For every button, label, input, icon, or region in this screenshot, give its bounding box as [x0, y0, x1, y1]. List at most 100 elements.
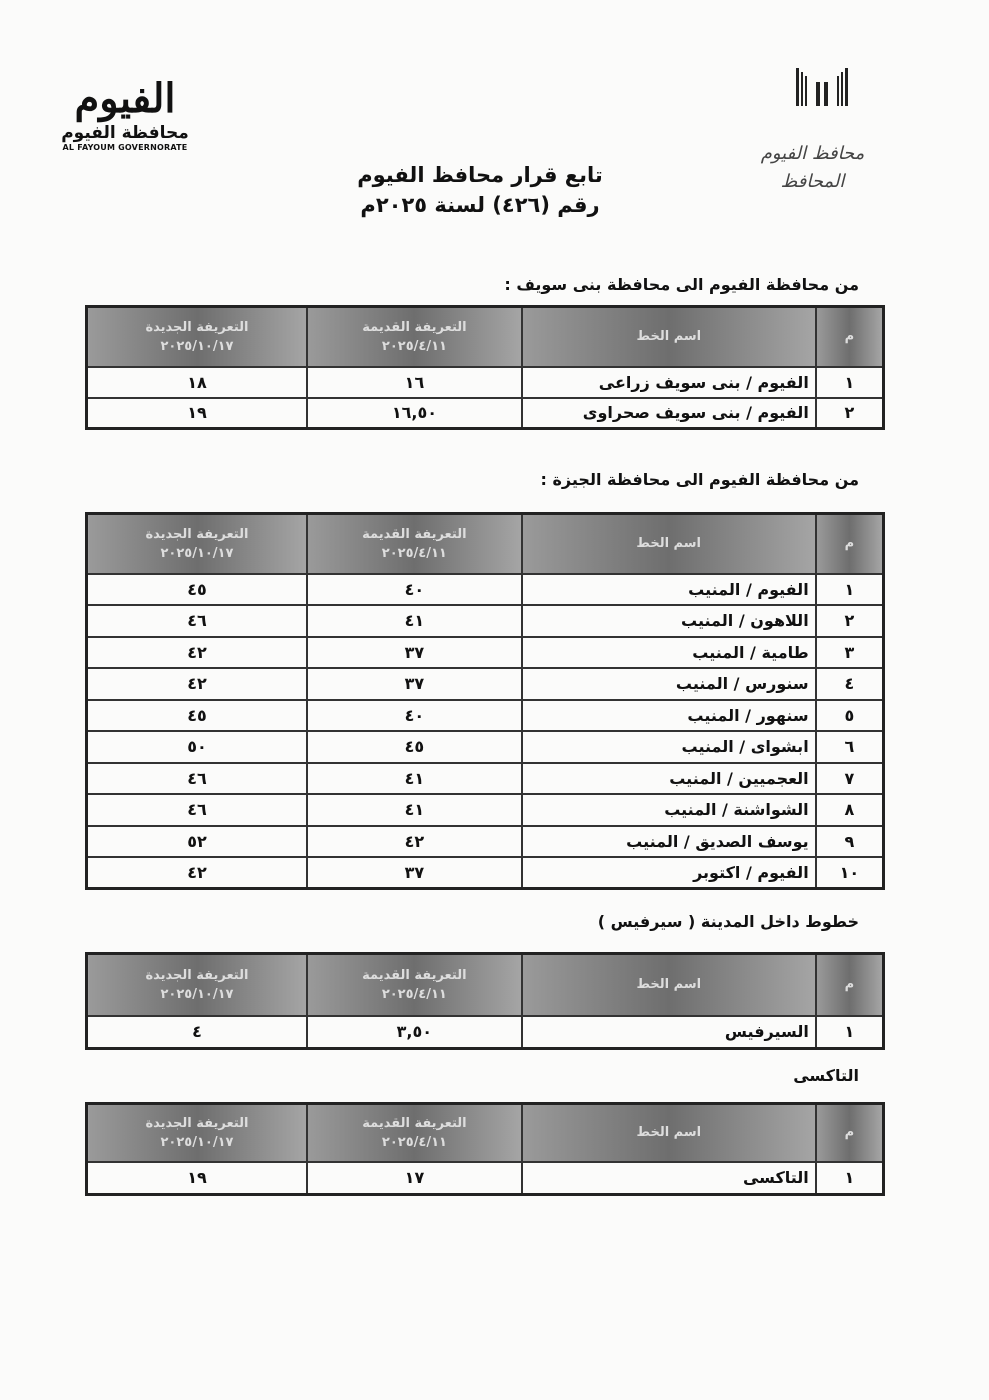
new-fare: ٤٢ — [85, 635, 308, 669]
route-name: العجميين / المنيب — [520, 761, 817, 795]
old-fare: ٤٠ — [305, 698, 523, 732]
route-name: ابشواى / المنيب — [520, 730, 817, 764]
old-fare-label: التعريفة القديمة — [362, 319, 467, 335]
header-new-fare: التعريفة الجديدة ٢٠٢٥/١٠/١٧ — [85, 305, 308, 368]
new-fare: ٤٢ — [85, 856, 308, 890]
row-number: ١ — [814, 1014, 885, 1050]
fare-table: م اسم الخط التعريفة القديمة ٢٠٢٥/٤/١١ الت… — [85, 305, 885, 430]
table-header-row: م اسم الخط التعريفة القديمة ٢٠٢٥/٤/١١ الت… — [85, 1102, 885, 1163]
table-row: ٢ اللاهون / المنيب ٤١ ٤٦ — [85, 604, 885, 638]
decision-title: تابع قرار محافظ الفيوم رقم (٤٢٦) لسنة ٢٠… — [300, 160, 660, 220]
route-name: طامية / المنيب — [520, 635, 817, 669]
logo-english: AL FAYOUM GOVERNORATE — [62, 143, 188, 152]
table-row: ١ الفيوم / المنيب ٤٠ ٤٥ — [85, 572, 885, 606]
header-no: م — [814, 952, 885, 1017]
old-fare: ٣٧ — [305, 635, 523, 669]
old-fare: ٣,٥٠ — [305, 1014, 523, 1050]
route-name: الفيوم / بنى سويف صحراوى — [520, 396, 817, 430]
old-fare-date: ٢٠٢٥/٤/١١ — [381, 1134, 447, 1150]
new-fare: ٤٦ — [85, 604, 308, 638]
row-number: ٦ — [814, 730, 885, 764]
new-fare: ٤٦ — [85, 761, 308, 795]
route-name: يوسف الصديق / المنيب — [520, 824, 817, 858]
new-fare-label: التعريفة الجديدة — [145, 967, 249, 983]
section-heading: من محافظة الفيوم الى محافظة بنى سويف : — [504, 275, 859, 294]
old-fare: ١٧ — [305, 1160, 523, 1196]
row-number: ٤ — [814, 667, 885, 701]
row-number: ٨ — [814, 793, 885, 827]
header-no: م — [814, 305, 885, 368]
old-fare: ٣٧ — [305, 667, 523, 701]
handwritten-line: المحافظ — [780, 171, 845, 192]
old-fare-label: التعريفة القديمة — [362, 526, 467, 542]
header-no: م — [814, 512, 885, 575]
row-number: ٩ — [814, 824, 885, 858]
old-fare: ٣٧ — [305, 856, 523, 890]
route-name: سنهور / المنيب — [520, 698, 817, 732]
table-row: ١ الفيوم / بنى سويف زراعى ١٦ ١٨ — [85, 365, 885, 399]
header-route: اسم الخط — [520, 305, 817, 368]
table-header-row: م اسم الخط التعريفة القديمة ٢٠٢٥/٤/١١ الت… — [85, 512, 885, 575]
section-heading: التاكسى — [793, 1066, 859, 1085]
route-name: الفيوم / المنيب — [520, 572, 817, 606]
new-fare: ٤٢ — [85, 667, 308, 701]
header-new-fare: التعريفة الجديدة ٢٠٢٥/١٠/١٧ — [85, 512, 308, 575]
route-name: الفيوم / بنى سويف زراعى — [520, 365, 817, 399]
old-fare: ١٦ — [305, 365, 523, 399]
fayoum-governorate-logo: الفيوم محافظة الفيوم AL FAYOUM GOVERNORA… — [50, 75, 200, 152]
old-fare: ١٦,٥٠ — [305, 396, 523, 430]
header-new-fare: التعريفة الجديدة ٢٠٢٥/١٠/١٧ — [85, 1102, 308, 1163]
new-fare-date: ٢٠٢٥/١٠/١٧ — [160, 545, 234, 561]
row-number: ٢ — [814, 396, 885, 430]
old-fare: ٤١ — [305, 793, 523, 827]
table-row: ٩ يوسف الصديق / المنيب ٤٢ ٥٢ — [85, 824, 885, 858]
new-fare: ٤٥ — [85, 698, 308, 732]
new-fare-date: ٢٠٢٥/١٠/١٧ — [160, 338, 234, 354]
fare-table: م اسم الخط التعريفة القديمة ٢٠٢٥/٤/١١ الت… — [85, 1102, 885, 1196]
row-number: ٣ — [814, 635, 885, 669]
new-fare: ٤٥ — [85, 572, 308, 606]
new-fare: ١٩ — [85, 396, 308, 430]
header-route: اسم الخط — [520, 1102, 817, 1163]
row-number: ٢ — [814, 604, 885, 638]
title-line-1: تابع قرار محافظ الفيوم — [357, 163, 603, 187]
new-fare: ٥٢ — [85, 824, 308, 858]
new-fare-label: التعريفة الجديدة — [145, 526, 249, 542]
new-fare-label: التعريفة الجديدة — [145, 1115, 249, 1131]
header-route: اسم الخط — [520, 512, 817, 575]
old-fare-label: التعريفة القديمة — [362, 1115, 467, 1131]
header-old-fare: التعريفة القديمة ٢٠٢٥/٤/١١ — [305, 1102, 523, 1163]
row-number: ١٠ — [814, 856, 885, 890]
logo-mark: الفيوم — [74, 75, 176, 122]
route-name: الشواشنة / المنيب — [520, 793, 817, 827]
old-fare-date: ٢٠٢٥/٤/١١ — [381, 986, 447, 1002]
header-new-fare: التعريفة الجديدة ٢٠٢٥/١٠/١٧ — [85, 952, 308, 1017]
title-line-2: رقم (٤٢٦) لسنة ٢٠٢٥م — [360, 193, 600, 217]
header-route: اسم الخط — [520, 952, 817, 1017]
handwritten-note: محافظ الفيوم المحافظ — [745, 140, 880, 196]
old-fare: ٤١ — [305, 604, 523, 638]
route-name: التاكسى — [520, 1160, 817, 1196]
logo-arabic: محافظة الفيوم — [61, 123, 189, 143]
row-number: ٧ — [814, 761, 885, 795]
header-no: م — [814, 1102, 885, 1163]
table-row: ٦ ابشواى / المنيب ٤٥ ٥٠ — [85, 730, 885, 764]
old-fare: ٤٢ — [305, 824, 523, 858]
old-fare: ٤٥ — [305, 730, 523, 764]
new-fare: ٤٦ — [85, 793, 308, 827]
table-row: ٨ الشواشنة / المنيب ٤١ ٤٦ — [85, 793, 885, 827]
route-name: الفيوم / اكتوبر — [520, 856, 817, 890]
route-name: السيرفيس — [520, 1014, 817, 1050]
new-fare: ٤ — [85, 1014, 308, 1050]
table-row: ٣ طامية / المنيب ٣٧ ٤٢ — [85, 635, 885, 669]
header-old-fare: التعريفة القديمة ٢٠٢٥/٤/١١ — [305, 305, 523, 368]
new-fare-label: التعريفة الجديدة — [145, 319, 249, 335]
table-row: ١٠ الفيوم / اكتوبر ٣٧ ٤٢ — [85, 856, 885, 890]
table-row: ١ السيرفيس ٣,٥٠ ٤ — [85, 1014, 885, 1050]
handwritten-line: محافظ الفيوم — [760, 143, 865, 164]
table-header-row: م اسم الخط التعريفة القديمة ٢٠٢٥/٤/١١ الت… — [85, 952, 885, 1017]
eagle-emblem-icon — [796, 68, 848, 106]
fare-table: م اسم الخط التعريفة القديمة ٢٠٢٥/٤/١١ الت… — [85, 512, 885, 890]
table-row: ٧ العجميين / المنيب ٤١ ٤٦ — [85, 761, 885, 795]
